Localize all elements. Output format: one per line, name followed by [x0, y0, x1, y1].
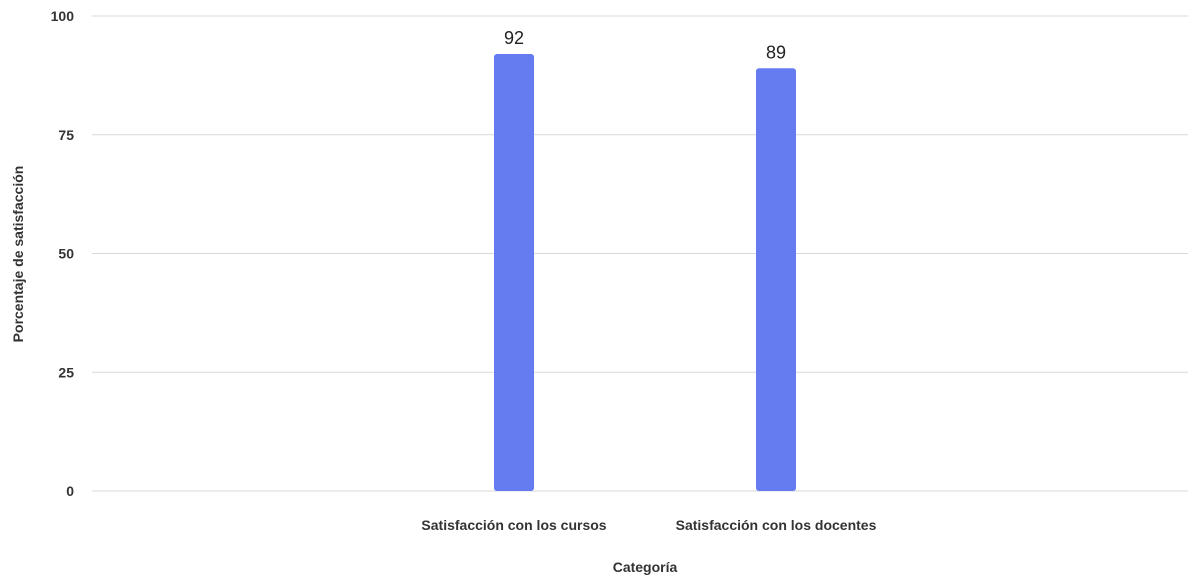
data-label: 92	[504, 28, 524, 48]
bar	[756, 68, 796, 491]
data-labels: 92 89	[504, 28, 786, 62]
bar	[494, 54, 534, 491]
y-tick-label: 75	[58, 127, 74, 143]
y-tick-label: 0	[66, 483, 74, 499]
y-tick-label: 50	[58, 246, 74, 262]
bars	[494, 54, 796, 491]
y-tick-label: 100	[51, 8, 75, 24]
x-tick-label: Satisfacción con los docentes	[676, 517, 877, 533]
x-axis-title: Categoría	[613, 559, 678, 575]
x-axis-ticks: Satisfacción con los cursos Satisfacción …	[421, 517, 876, 533]
y-axis-ticks: 0 25 50 75 100	[51, 8, 75, 499]
y-tick-label: 25	[58, 364, 74, 380]
x-tick-label: Satisfacción con los cursos	[421, 517, 606, 533]
y-axis-title: Porcentaje de satisfacción	[10, 166, 26, 343]
data-label: 89	[766, 42, 786, 62]
gridlines	[92, 15, 1188, 492]
